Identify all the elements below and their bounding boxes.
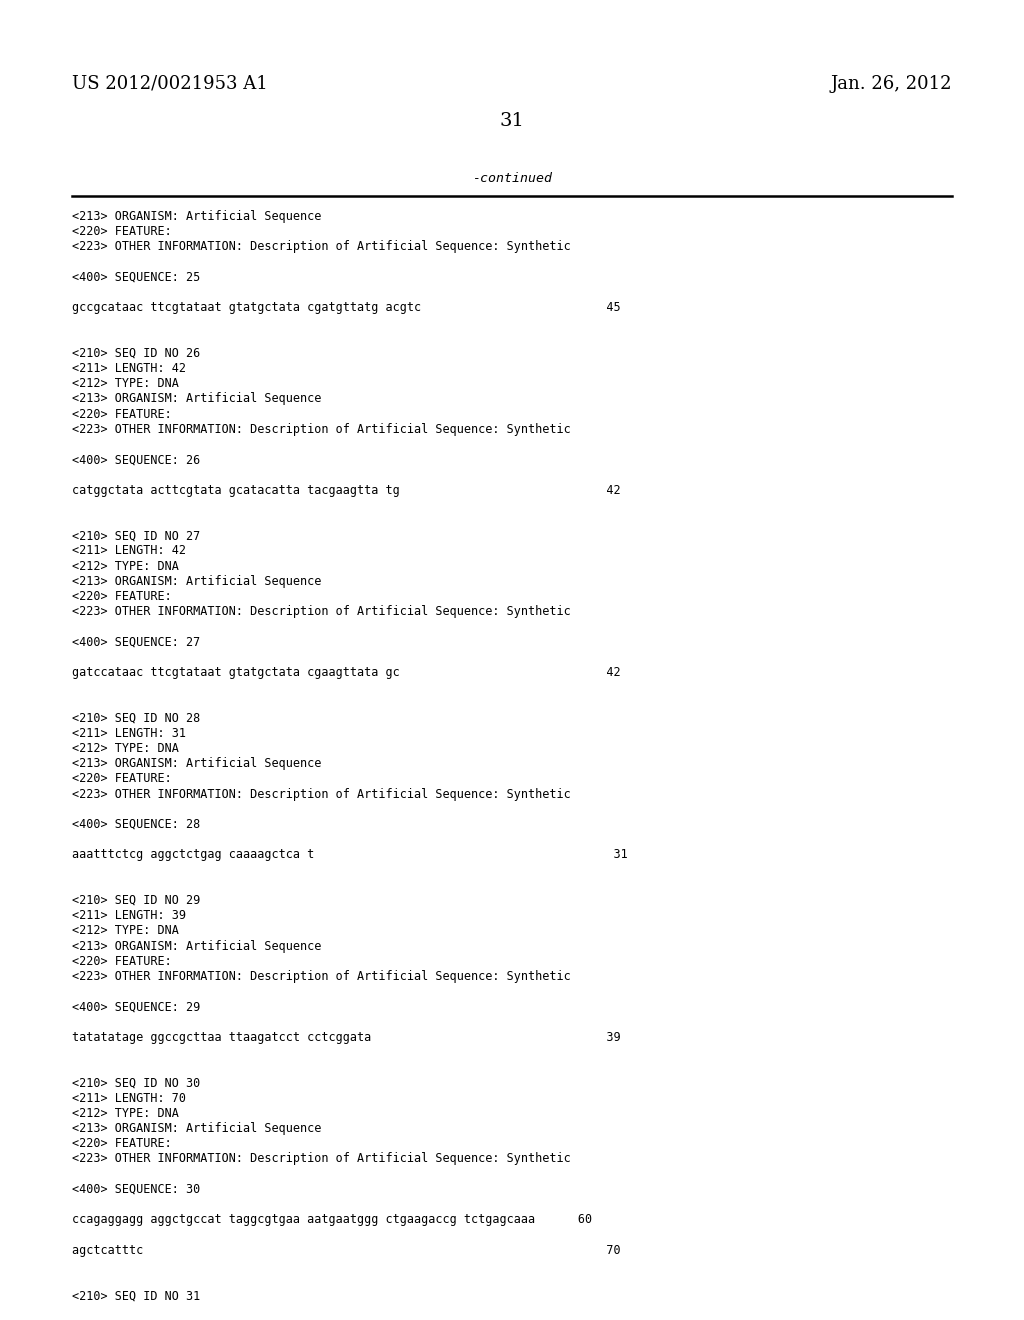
Text: <400> SEQUENCE: 29: <400> SEQUENCE: 29 (72, 1001, 201, 1014)
Text: <223> OTHER INFORMATION: Description of Artificial Sequence: Synthetic: <223> OTHER INFORMATION: Description of … (72, 1152, 570, 1166)
Text: <400> SEQUENCE: 28: <400> SEQUENCE: 28 (72, 818, 201, 832)
Text: <210> SEQ ID NO 29: <210> SEQ ID NO 29 (72, 894, 201, 907)
Text: gccgcataac ttcgtataat gtatgctata cgatgttatg acgtc                          45: gccgcataac ttcgtataat gtatgctata cgatgtt… (72, 301, 621, 314)
Text: <213> ORGANISM: Artificial Sequence: <213> ORGANISM: Artificial Sequence (72, 940, 322, 953)
Text: <220> FEATURE:: <220> FEATURE: (72, 954, 172, 968)
Text: <210> SEQ ID NO 27: <210> SEQ ID NO 27 (72, 529, 201, 543)
Text: <213> ORGANISM: Artificial Sequence: <213> ORGANISM: Artificial Sequence (72, 210, 322, 223)
Text: <210> SEQ ID NO 28: <210> SEQ ID NO 28 (72, 711, 201, 725)
Text: tatatatage ggccgcttaa ttaagatcct cctcggata                                 39: tatatatage ggccgcttaa ttaagatcct cctcgga… (72, 1031, 621, 1044)
Text: <400> SEQUENCE: 27: <400> SEQUENCE: 27 (72, 636, 201, 648)
Text: <220> FEATURE:: <220> FEATURE: (72, 772, 172, 785)
Text: <212> TYPE: DNA: <212> TYPE: DNA (72, 742, 179, 755)
Text: <211> LENGTH: 39: <211> LENGTH: 39 (72, 909, 186, 923)
Text: <212> TYPE: DNA: <212> TYPE: DNA (72, 1106, 179, 1119)
Text: <213> ORGANISM: Artificial Sequence: <213> ORGANISM: Artificial Sequence (72, 574, 322, 587)
Text: <223> OTHER INFORMATION: Description of Artificial Sequence: Synthetic: <223> OTHER INFORMATION: Description of … (72, 240, 570, 253)
Text: <210> SEQ ID NO 31: <210> SEQ ID NO 31 (72, 1290, 201, 1303)
Text: US 2012/0021953 A1: US 2012/0021953 A1 (72, 75, 267, 92)
Text: <211> LENGTH: 70: <211> LENGTH: 70 (72, 1092, 186, 1105)
Text: agctcatttc                                                                 70: agctcatttc 70 (72, 1243, 621, 1257)
Text: <211> LENGTH: 31: <211> LENGTH: 31 (72, 727, 186, 739)
Text: <211> LENGTH: 42: <211> LENGTH: 42 (72, 362, 186, 375)
Text: Jan. 26, 2012: Jan. 26, 2012 (830, 75, 952, 92)
Text: <220> FEATURE:: <220> FEATURE: (72, 226, 172, 238)
Text: aaatttctcg aggctctgag caaaagctca t                                          31: aaatttctcg aggctctgag caaaagctca t 31 (72, 849, 628, 862)
Text: -continued: -continued (472, 172, 552, 185)
Text: <212> TYPE: DNA: <212> TYPE: DNA (72, 560, 179, 573)
Text: <213> ORGANISM: Artificial Sequence: <213> ORGANISM: Artificial Sequence (72, 392, 322, 405)
Text: ccagaggagg aggctgccat taggcgtgaa aatgaatggg ctgaagaccg tctgagcaaa      60: ccagaggagg aggctgccat taggcgtgaa aatgaat… (72, 1213, 592, 1226)
Text: <400> SEQUENCE: 25: <400> SEQUENCE: 25 (72, 271, 201, 284)
Text: <213> ORGANISM: Artificial Sequence: <213> ORGANISM: Artificial Sequence (72, 758, 322, 770)
Text: <223> OTHER INFORMATION: Description of Artificial Sequence: Synthetic: <223> OTHER INFORMATION: Description of … (72, 605, 570, 618)
Text: <210> SEQ ID NO 26: <210> SEQ ID NO 26 (72, 347, 201, 360)
Text: <220> FEATURE:: <220> FEATURE: (72, 408, 172, 421)
Text: 31: 31 (500, 112, 524, 129)
Text: <212> TYPE: DNA: <212> TYPE: DNA (72, 378, 179, 391)
Text: <213> ORGANISM: Artificial Sequence: <213> ORGANISM: Artificial Sequence (72, 1122, 322, 1135)
Text: <223> OTHER INFORMATION: Description of Artificial Sequence: Synthetic: <223> OTHER INFORMATION: Description of … (72, 422, 570, 436)
Text: <223> OTHER INFORMATION: Description of Artificial Sequence: Synthetic: <223> OTHER INFORMATION: Description of … (72, 788, 570, 801)
Text: gatccataac ttcgtataat gtatgctata cgaagttata gc                             42: gatccataac ttcgtataat gtatgctata cgaagtt… (72, 667, 621, 678)
Text: <220> FEATURE:: <220> FEATURE: (72, 590, 172, 603)
Text: <220> FEATURE:: <220> FEATURE: (72, 1138, 172, 1150)
Text: <211> LENGTH: 42: <211> LENGTH: 42 (72, 544, 186, 557)
Text: <223> OTHER INFORMATION: Description of Artificial Sequence: Synthetic: <223> OTHER INFORMATION: Description of … (72, 970, 570, 983)
Text: catggctata acttcgtata gcatacatta tacgaagtta tg                             42: catggctata acttcgtata gcatacatta tacgaag… (72, 483, 621, 496)
Text: <400> SEQUENCE: 26: <400> SEQUENCE: 26 (72, 453, 201, 466)
Text: <400> SEQUENCE: 30: <400> SEQUENCE: 30 (72, 1183, 201, 1196)
Text: <210> SEQ ID NO 30: <210> SEQ ID NO 30 (72, 1076, 201, 1089)
Text: <212> TYPE: DNA: <212> TYPE: DNA (72, 924, 179, 937)
